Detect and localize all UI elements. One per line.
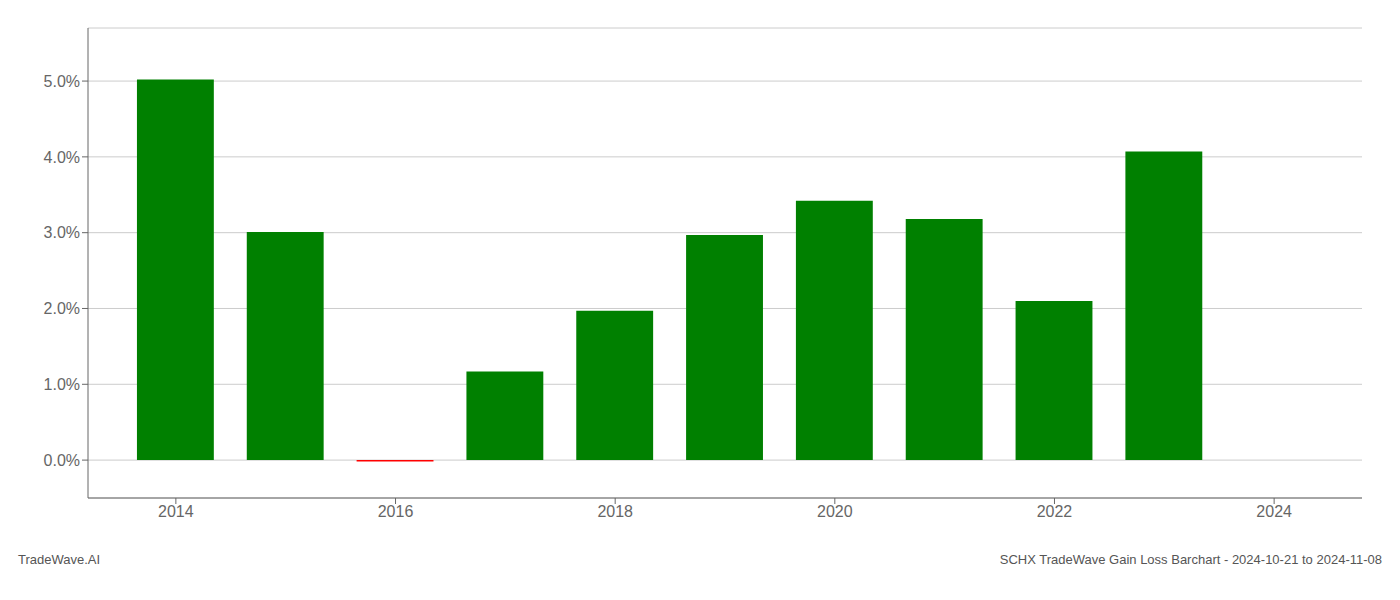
svg-text:2022: 2022: [1037, 503, 1073, 520]
svg-text:2016: 2016: [378, 503, 414, 520]
svg-text:1.0%: 1.0%: [44, 376, 80, 393]
svg-text:2018: 2018: [597, 503, 633, 520]
html-text:SCHX TradeWave Gain Loss Barch: SCHX TradeWave Gain Loss Barchart - 2024…: [999, 552, 1382, 567]
svg-text:2014: 2014: [158, 503, 194, 520]
html-text:TradeWave.AI: TradeWave.AI: [18, 552, 101, 567]
svg-text:0.0%: 0.0%: [44, 452, 80, 469]
svg-text:3.0%: 3.0%: [44, 224, 80, 241]
svg-text:2.0%: 2.0%: [44, 300, 80, 317]
svg-text:4.0%: 4.0%: [44, 149, 80, 166]
svg-text:5.0%: 5.0%: [44, 73, 80, 90]
svg-text:2020: 2020: [817, 503, 853, 520]
svg-text:2024: 2024: [1256, 503, 1292, 520]
